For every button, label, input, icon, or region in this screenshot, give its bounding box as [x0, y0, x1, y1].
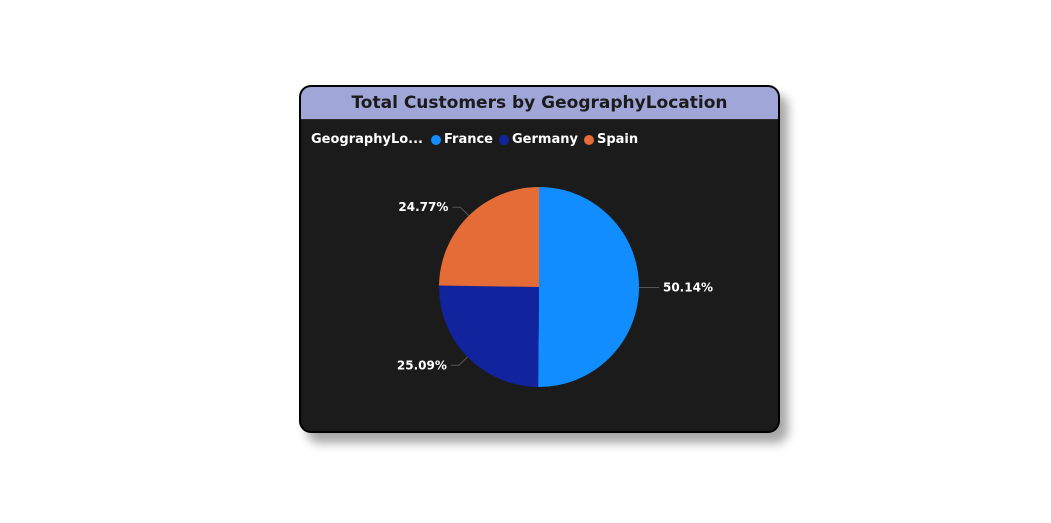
data-label-germany: 25.09% [397, 358, 447, 372]
legend-item-france[interactable]: France [430, 132, 493, 147]
legend-label-france: France [443, 132, 493, 147]
pie-slice-spain[interactable] [439, 187, 539, 287]
pie-chart: 50.14% 25.09% 24.77% [397, 187, 713, 388]
legend-label-spain: Spain [596, 132, 639, 147]
chart-title: Total Customers by GeographyLocation [351, 93, 728, 113]
legend-marker-spain [583, 134, 594, 145]
pie-slice-germany[interactable] [439, 285, 539, 387]
leader-line-spain [452, 206, 470, 217]
legend-title: GeographyLo... [311, 132, 423, 147]
chart-header: Total Customers by GeographyLocation [301, 87, 778, 120]
legend-item-spain[interactable]: Spain [583, 132, 639, 147]
leader-line-germany [450, 356, 468, 366]
data-label-spain: 24.77% [398, 200, 448, 214]
pie-slice-france[interactable] [538, 187, 640, 388]
legend-item-germany[interactable]: Germany [499, 132, 578, 147]
chart-legend: GeographyLo... France Germany Spain [311, 132, 644, 147]
chart-card: Total Customers by GeographyLocation Geo… [299, 85, 780, 433]
legend-marker-germany [499, 134, 509, 145]
legend-marker-france [430, 134, 441, 145]
legend-label-germany: Germany [512, 132, 578, 147]
data-label-france: 50.14% [663, 280, 713, 294]
